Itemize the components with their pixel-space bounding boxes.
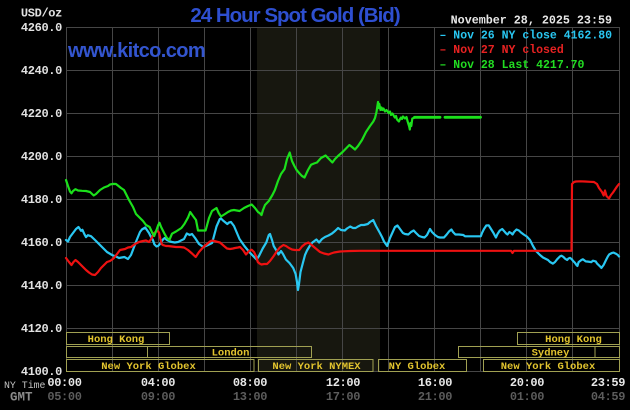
svg-text:4200.0: 4200.0	[21, 150, 62, 164]
svg-text:13:00: 13:00	[233, 390, 267, 404]
svg-text:4260.0: 4260.0	[21, 21, 62, 35]
svg-text:London: London	[212, 348, 250, 360]
svg-text:4100.0: 4100.0	[21, 365, 62, 379]
svg-text:www.kitco.com: www.kitco.com	[67, 40, 205, 62]
svg-text:4160.0: 4160.0	[21, 236, 62, 250]
svg-text:– Nov 26 NY close 4162.80: – Nov 26 NY close 4162.80	[440, 30, 613, 43]
svg-text:NY Time: NY Time	[4, 380, 46, 391]
svg-text:17:00: 17:00	[326, 390, 360, 404]
svg-text:USD/oz: USD/oz	[21, 7, 62, 21]
svg-text:4180.0: 4180.0	[21, 193, 62, 207]
svg-text:21:00: 21:00	[418, 390, 452, 404]
svg-text:4140.0: 4140.0	[21, 279, 62, 293]
svg-text:00:00: 00:00	[47, 376, 81, 390]
svg-text:09:00: 09:00	[141, 390, 175, 404]
svg-text:– Nov 28 Last 4217.70: – Nov 28 Last 4217.70	[440, 59, 585, 72]
svg-text:16:00: 16:00	[418, 376, 452, 390]
svg-text:GMT: GMT	[10, 391, 33, 405]
svg-text:04:59: 04:59	[591, 390, 625, 404]
svg-text:Hong Kong: Hong Kong	[88, 334, 145, 346]
svg-text:– Nov 27 NY closed: – Nov 27 NY closed	[440, 44, 564, 57]
svg-text:Hong Kong: Hong Kong	[545, 334, 602, 346]
svg-text:05:00: 05:00	[47, 390, 81, 404]
svg-text:24 Hour Spot Gold (Bid): 24 Hour Spot Gold (Bid)	[190, 4, 399, 27]
svg-text:New York Globex: New York Globex	[501, 361, 596, 373]
svg-text:12:00: 12:00	[326, 376, 360, 390]
svg-text:04:00: 04:00	[141, 376, 175, 390]
svg-text:New York Globex: New York Globex	[101, 361, 196, 373]
svg-text:20:00: 20:00	[510, 376, 544, 390]
svg-text:NY Globex: NY Globex	[389, 361, 446, 373]
svg-text:01:00: 01:00	[510, 390, 544, 404]
svg-text:08:00: 08:00	[233, 376, 267, 390]
svg-text:November 28, 2025 23:59: November 28, 2025 23:59	[451, 14, 612, 28]
svg-text:4240.0: 4240.0	[21, 64, 62, 78]
svg-text:New York NYMEX: New York NYMEX	[272, 361, 361, 373]
svg-text:4120.0: 4120.0	[21, 322, 62, 336]
svg-text:4220.0: 4220.0	[21, 107, 62, 121]
svg-text:23:59: 23:59	[591, 376, 625, 390]
svg-text:Sydney: Sydney	[532, 348, 571, 360]
